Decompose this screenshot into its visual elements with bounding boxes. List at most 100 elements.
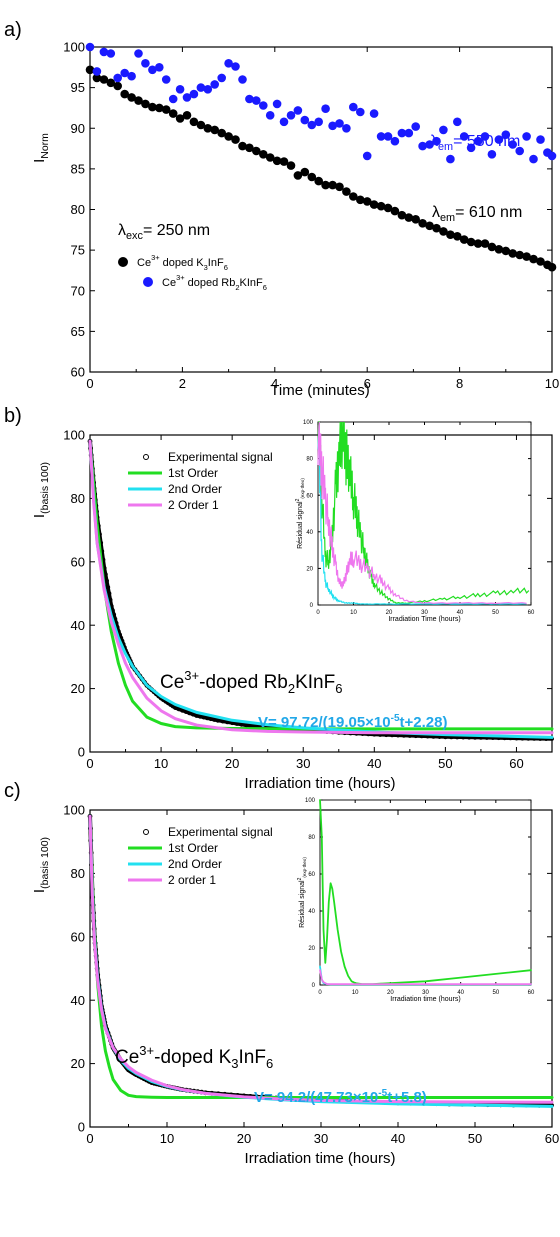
data-point	[501, 130, 511, 139]
inset-y-axis-label: Résidual signal2(exp-theo)	[297, 857, 307, 928]
data-point	[501, 246, 511, 256]
data-point	[279, 157, 289, 166]
data-point	[286, 111, 296, 120]
inset-y-label-part: 2	[297, 877, 303, 880]
data-point	[155, 103, 164, 113]
y-tick-label: 100	[63, 803, 85, 818]
data-point	[314, 117, 324, 127]
data-point	[141, 59, 150, 68]
y-tick-label: 0	[78, 745, 85, 760]
panel-label: b)	[4, 405, 22, 427]
legend-label: 2 order 1	[168, 873, 216, 887]
equation-part: t+5.8)	[387, 1089, 427, 1106]
inset-y-label-part: Résidual signal	[299, 880, 306, 928]
data-point	[547, 151, 557, 161]
y-axis-label: INorm	[31, 133, 51, 163]
y-tick-label: 80	[71, 202, 85, 217]
data-point	[432, 136, 441, 146]
data-point	[307, 120, 317, 130]
data-point	[238, 141, 247, 151]
data-point	[342, 187, 351, 196]
x-tick-label: 0	[86, 376, 93, 391]
data-point	[134, 96, 143, 105]
inset-curve-2	[317, 421, 527, 605]
data-point	[189, 89, 199, 99]
compound-part: -doped Rb	[199, 672, 288, 693]
data-point	[203, 85, 213, 94]
y-tick-label: 75	[71, 243, 85, 258]
y-tick-label: 0	[78, 1120, 85, 1135]
data-point	[238, 75, 247, 84]
annotation-em-610-part: = 610 nm	[455, 204, 522, 221]
data-point	[259, 101, 268, 110]
compound-part: Ce	[160, 672, 184, 693]
x-tick-label: 10	[352, 990, 359, 996]
y-tick-label: 95	[71, 80, 85, 95]
data-point	[231, 62, 240, 71]
data-point	[356, 107, 365, 117]
data-point	[529, 254, 538, 264]
inset-y-label-part: (exp-theo)	[300, 478, 305, 499]
data-point	[85, 65, 95, 75]
data-point	[196, 120, 206, 130]
equation-part: V= 97.72/(19.05×10	[258, 714, 391, 731]
y-tick-label: 40	[71, 993, 85, 1008]
series-1	[85, 42, 557, 164]
data-point	[536, 257, 545, 266]
data-point	[293, 106, 303, 115]
data-point	[99, 47, 109, 57]
legend-label: 1st Order	[168, 466, 218, 480]
fit-curve-3	[88, 814, 554, 1104]
data-point	[328, 180, 337, 190]
x-tick-label: 40	[457, 610, 464, 616]
y-tick-label: 70	[71, 283, 85, 298]
data-point	[224, 132, 233, 141]
y-tick-label: 0	[312, 983, 316, 989]
y-tick-label: 40	[306, 530, 313, 536]
x-axis-label: Irradiation time (hours)	[245, 775, 396, 792]
x-tick-label: 30	[314, 1131, 328, 1146]
annotation-em-550: λem= 550 nm	[430, 133, 520, 153]
compound-part: 2	[288, 681, 295, 696]
data-point	[466, 237, 476, 247]
data-point	[189, 117, 199, 127]
legend-label-part: doped Rb	[185, 277, 236, 289]
equation-label: V= 97.72/(19.05×10-5t+2.28)	[258, 713, 447, 731]
compound-part: InF	[238, 1047, 265, 1068]
y-axis-label-main: I	[31, 889, 48, 893]
y-tick-label: 100	[63, 428, 85, 443]
data-point	[432, 223, 441, 233]
x-tick-label: 0	[318, 990, 322, 996]
data-point	[473, 239, 483, 248]
annotation-exc-part: = 250 nm	[143, 222, 210, 239]
compound-part: KInF	[295, 672, 335, 693]
fit-curve-3	[88, 439, 554, 735]
data-point	[175, 85, 185, 94]
data-point	[459, 235, 469, 244]
data-point	[155, 63, 164, 72]
data-point	[265, 111, 275, 120]
data-point	[259, 150, 268, 159]
compound-label: Ce3+-doped K3InF6	[115, 1043, 273, 1071]
y-tick-label: 80	[71, 866, 85, 881]
y-tick-label: 100	[305, 798, 316, 804]
data-point	[265, 153, 275, 162]
y-tick-label: 60	[71, 929, 85, 944]
compound-part: -doped K	[154, 1047, 231, 1068]
y-axis-label: I(basis 100)	[31, 837, 51, 893]
data-point	[328, 121, 337, 131]
legend-marker	[143, 829, 149, 835]
x-tick-label: 20	[225, 756, 239, 771]
x-tick-label: 10	[545, 376, 559, 391]
data-point	[369, 200, 379, 209]
data-point	[404, 213, 414, 222]
data-point	[342, 124, 351, 133]
legend-label-part: 3	[204, 263, 208, 272]
data-point	[446, 230, 455, 239]
y-tick-label: 0	[310, 603, 314, 609]
x-tick-label: 30	[421, 610, 428, 616]
x-tick-label: 10	[160, 1131, 174, 1146]
y-tick-label: 100	[63, 40, 85, 55]
data-point	[404, 128, 414, 138]
data-point	[335, 119, 344, 128]
